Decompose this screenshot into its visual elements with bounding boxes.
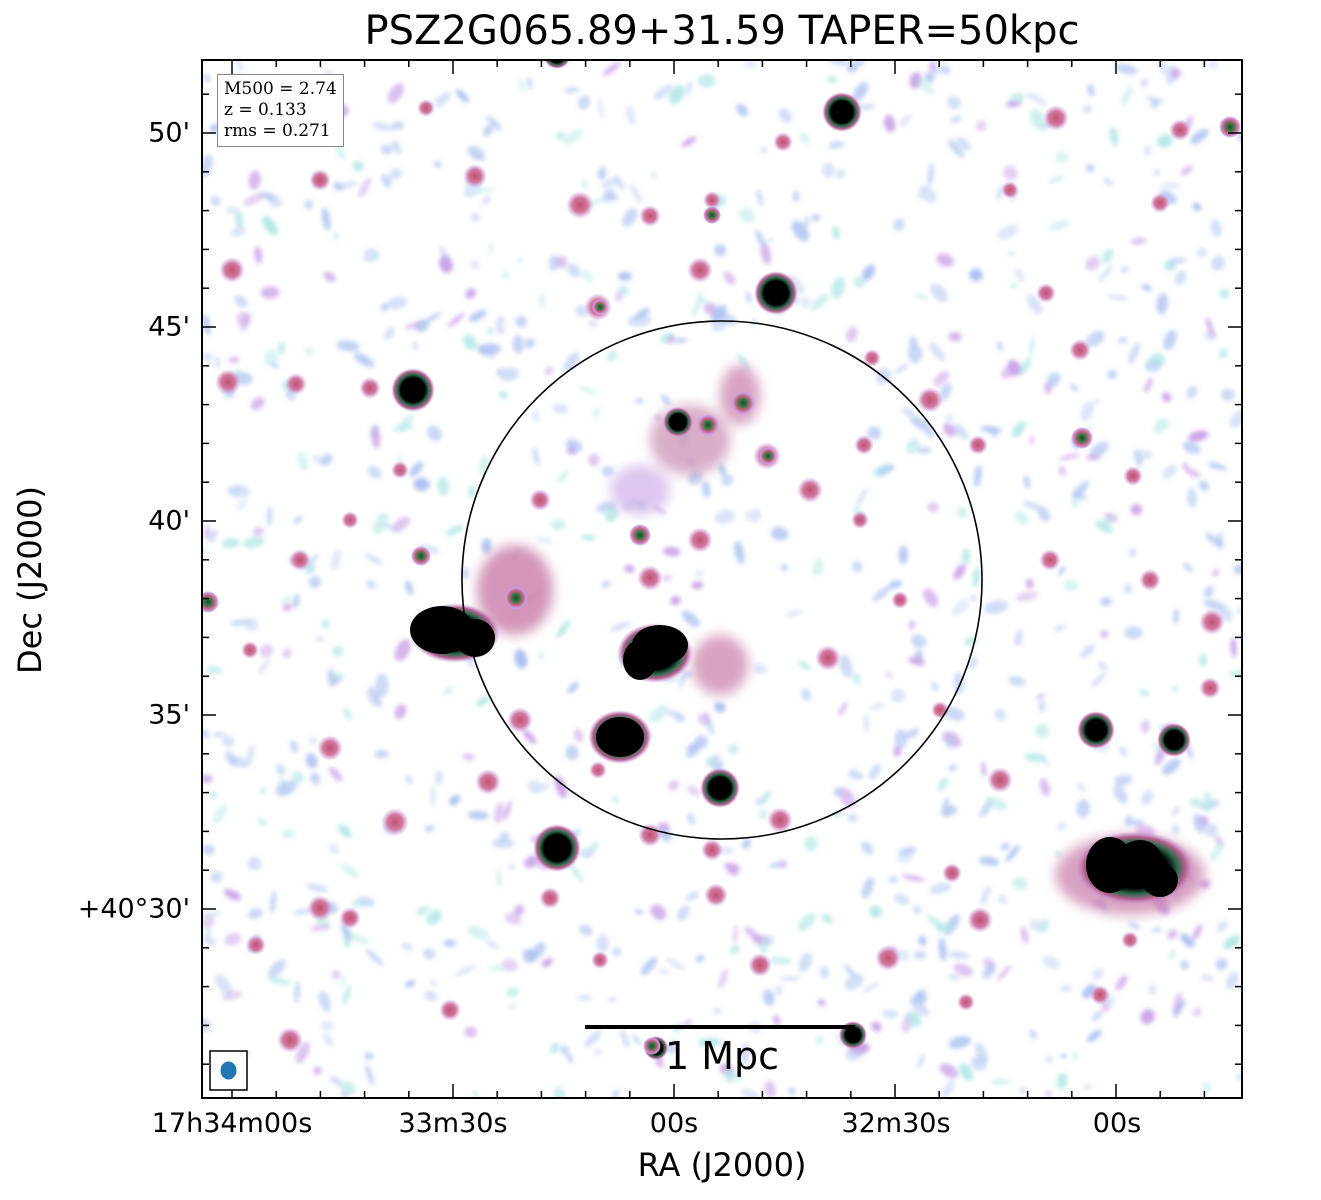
- y-tick-label-1: 50': [148, 117, 190, 149]
- faint-compact-sources: [215, 99, 1225, 1053]
- y-axis-label: Dec (J2000): [11, 486, 49, 674]
- x-axis-label: RA (J2000): [637, 1146, 807, 1184]
- x-tick-label-2: 33m30s: [398, 1108, 508, 1139]
- y-tick-label-4: 35': [148, 699, 190, 731]
- r500-circle: [461, 320, 983, 840]
- noise-emission: [202, 60, 1242, 1098]
- figure-title: PSZ2G065.89+31.59 TAPER=50kpc: [364, 8, 1080, 54]
- x-tick-label-5: 00s: [1092, 1108, 1142, 1139]
- plot-frame: [201, 59, 1243, 1099]
- scale-bar-label: 1 Mpc: [664, 1034, 780, 1078]
- radio-emission-map: [202, 60, 1242, 1098]
- y-tick-label-5: +40°30': [77, 893, 190, 925]
- y-tick-label-3: 40': [148, 505, 190, 537]
- y-tick-label-2: 45': [148, 311, 190, 343]
- redshift-label: z = 0.133: [224, 100, 307, 120]
- rms-label: rms = 0.271: [224, 121, 331, 141]
- x-tick-label-3: 00s: [649, 1108, 699, 1139]
- x-tick-label-4: 32m30s: [841, 1108, 951, 1139]
- medium-compact-sources: [202, 116, 1241, 1055]
- info-box: M500 = 2.74 z = 0.133 rms = 0.271: [217, 74, 344, 147]
- x-tick-label-1: 17h34m00s: [151, 1108, 313, 1139]
- beam-ellipse: [220, 1061, 237, 1080]
- axis-ticks: [202, 60, 1242, 1098]
- mass-label: M500 = 2.74: [224, 79, 337, 99]
